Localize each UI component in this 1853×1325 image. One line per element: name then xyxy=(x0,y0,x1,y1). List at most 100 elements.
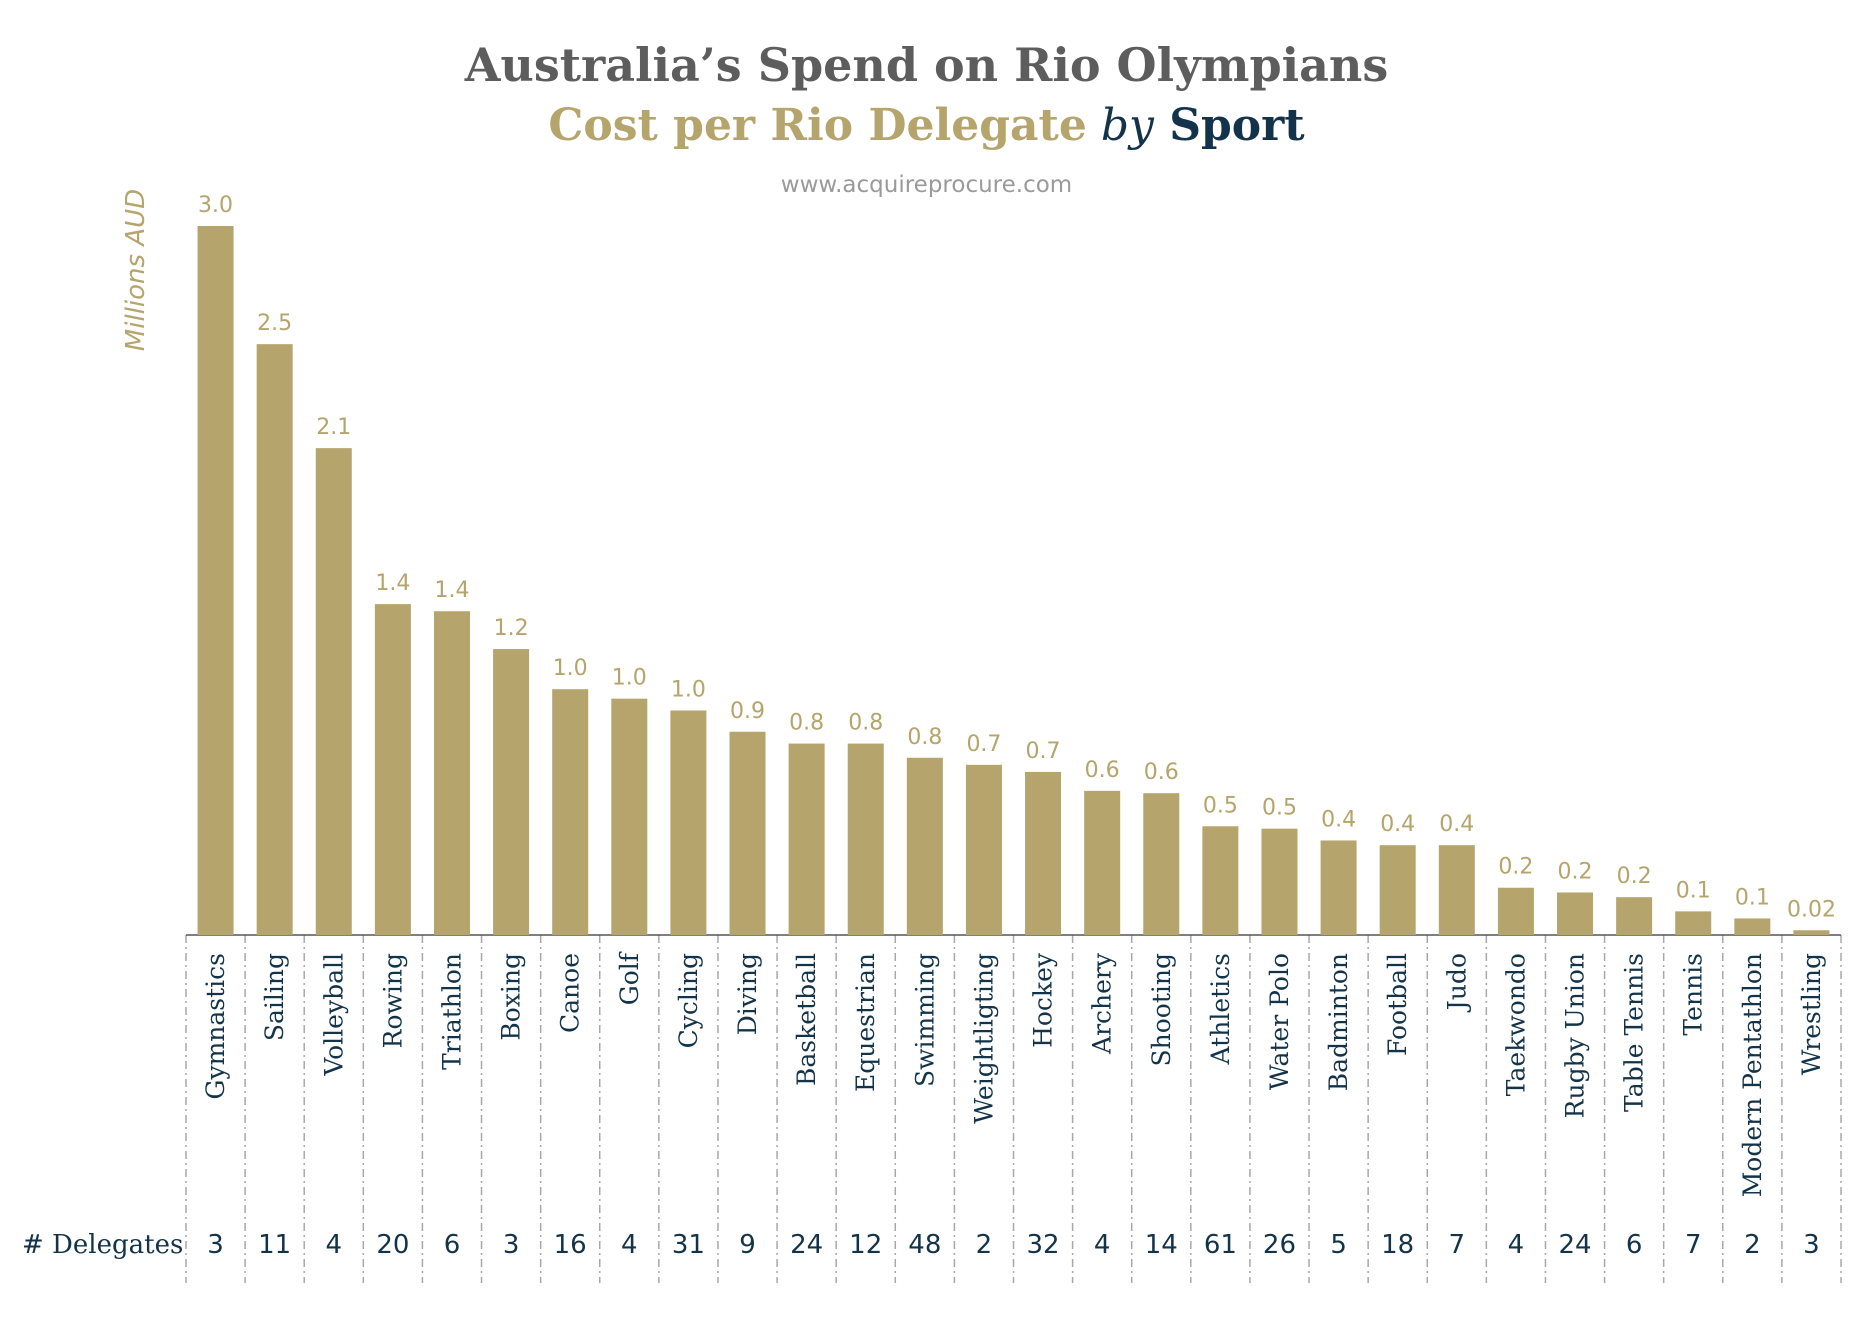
category-label: Golf xyxy=(615,951,644,1005)
category-label: Archery xyxy=(1088,952,1117,1055)
bar xyxy=(1793,930,1830,935)
category-label: Rowing xyxy=(378,953,407,1048)
delegate-count: 4 xyxy=(325,1230,342,1260)
delegate-count: 9 xyxy=(739,1230,756,1260)
category-label: Canoe xyxy=(556,953,585,1033)
bar-value-label: 1.4 xyxy=(375,571,410,596)
category-label: Basketball xyxy=(792,953,821,1086)
category-label: Shooting xyxy=(1147,953,1176,1066)
delegate-count: 16 xyxy=(554,1230,587,1260)
bar xyxy=(552,689,589,935)
category-label: Tennis xyxy=(1679,953,1708,1036)
delegate-count: 48 xyxy=(908,1230,941,1260)
category-label: Triathlon xyxy=(437,953,466,1070)
delegate-count: 6 xyxy=(444,1230,461,1260)
subtitle-main: Cost per Rio Delegate xyxy=(548,100,1087,151)
bar xyxy=(670,710,707,935)
bar xyxy=(1734,918,1771,935)
bar xyxy=(788,743,825,935)
delegate-count: 6 xyxy=(1626,1230,1643,1260)
category-label: Hockey xyxy=(1029,952,1058,1048)
delegates-row-label: # Delegates xyxy=(22,1230,183,1260)
delegate-count: 3 xyxy=(1803,1230,1820,1260)
bar-value-label: 1.4 xyxy=(434,578,469,603)
delegate-count: 12 xyxy=(849,1230,882,1260)
bar xyxy=(1143,793,1180,935)
chart-subtitle: Cost per Rio Delegate by Sport xyxy=(0,100,1853,151)
category-label: Weightligting xyxy=(969,953,998,1124)
bar xyxy=(433,611,470,935)
delegate-count: 31 xyxy=(672,1230,705,1260)
delegate-count: 3 xyxy=(207,1230,224,1260)
category-label: Judo xyxy=(1442,953,1471,1013)
bar-value-label: 0.2 xyxy=(1558,859,1593,884)
category-label: Volleyball xyxy=(319,953,348,1077)
bar-value-label: 1.0 xyxy=(553,656,588,681)
bar-value-label: 0.7 xyxy=(966,732,1001,757)
bar-value-label: 0.5 xyxy=(1203,793,1238,818)
bar-value-label: 0.8 xyxy=(848,711,883,736)
delegate-count: 32 xyxy=(1027,1230,1060,1260)
category-label: Equestrian xyxy=(851,953,880,1092)
bar-value-label: 0.5 xyxy=(1262,796,1297,821)
delegate-count: 61 xyxy=(1204,1230,1237,1260)
bar xyxy=(197,226,234,935)
bar xyxy=(1025,771,1062,935)
bar xyxy=(256,344,293,936)
delegate-count: 24 xyxy=(790,1230,823,1260)
category-label: Modern Pentathlon xyxy=(1738,953,1767,1197)
category-label: Football xyxy=(1383,953,1412,1056)
bar xyxy=(1675,911,1712,935)
bar xyxy=(1497,887,1534,935)
bar xyxy=(729,731,766,935)
category-label: Table Tennis xyxy=(1620,953,1649,1112)
delegate-count: 2 xyxy=(1744,1230,1761,1260)
bar xyxy=(1261,828,1298,935)
delegate-count: 24 xyxy=(1558,1230,1591,1260)
bar xyxy=(493,649,530,935)
bar xyxy=(1438,845,1475,935)
bar xyxy=(1557,892,1594,935)
subtitle-sport: Sport xyxy=(1169,100,1305,151)
delegate-count: 11 xyxy=(258,1230,291,1260)
bar-value-label: 0.2 xyxy=(1498,855,1533,880)
delegate-count: 14 xyxy=(1145,1230,1178,1260)
category-label: Diving xyxy=(733,953,762,1035)
category-label: Swimming xyxy=(910,953,939,1087)
category-label: Water Polo xyxy=(1265,953,1294,1090)
category-label: Boxing xyxy=(497,953,526,1041)
subtitle-by: by xyxy=(1100,100,1154,151)
source-url: www.acquireprocure.com xyxy=(780,172,1073,198)
category-label: Wrestling xyxy=(1797,953,1826,1075)
bar xyxy=(1616,897,1653,935)
bar-value-label: 0.8 xyxy=(789,711,824,736)
delegate-count: 18 xyxy=(1381,1230,1414,1260)
bar xyxy=(1320,840,1357,935)
delegate-count: 26 xyxy=(1263,1230,1296,1260)
bar-value-label: 0.1 xyxy=(1676,878,1711,903)
category-label: Gymnastics xyxy=(201,953,230,1100)
category-label: Badminton xyxy=(1324,953,1353,1091)
bar-value-label: 2.1 xyxy=(316,415,351,440)
category-label: Sailing xyxy=(260,953,289,1041)
delegate-count: 7 xyxy=(1685,1230,1702,1260)
category-label: Cycling xyxy=(674,953,703,1048)
bar xyxy=(847,743,884,935)
delegate-count: 7 xyxy=(1449,1230,1466,1260)
delegate-count: 4 xyxy=(621,1230,638,1260)
chart-title: Australia’s Spend on Rio Olympians xyxy=(464,38,1389,92)
delegate-count: 3 xyxy=(503,1230,520,1260)
category-label: Taekwondo xyxy=(1501,953,1530,1096)
bar-value-label: 2.5 xyxy=(257,311,292,336)
bar xyxy=(906,757,943,935)
bar-value-label: 1.0 xyxy=(671,677,706,702)
bar xyxy=(1084,790,1121,935)
bar-value-label: 0.2 xyxy=(1617,864,1652,889)
bar xyxy=(611,698,648,935)
bar-value-label: 0.4 xyxy=(1380,812,1415,837)
bar-value-label: 0.9 xyxy=(730,699,765,724)
bar xyxy=(374,604,411,935)
bar xyxy=(1379,845,1416,935)
category-label: Rugby Union xyxy=(1561,953,1590,1118)
